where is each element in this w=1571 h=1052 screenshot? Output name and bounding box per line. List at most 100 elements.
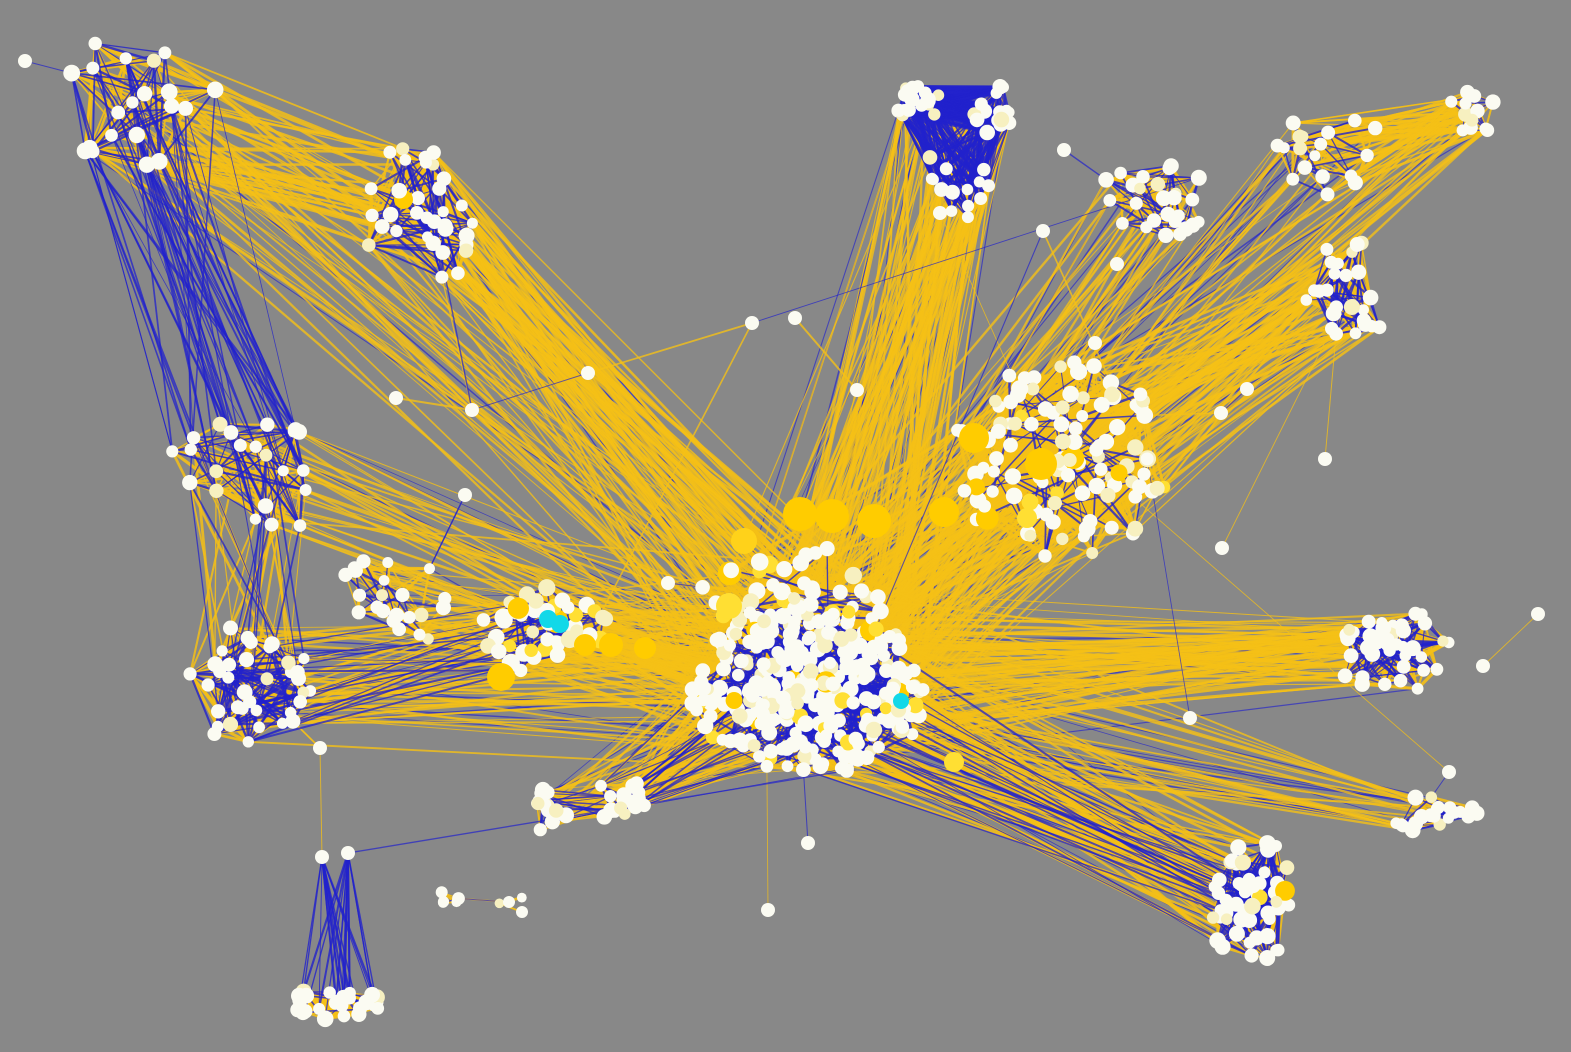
graph-node[interactable] — [1116, 217, 1129, 230]
graph-node[interactable] — [1309, 150, 1321, 162]
graph-node[interactable] — [993, 111, 1010, 128]
graph-node[interactable] — [757, 614, 771, 629]
gold-hub-2[interactable] — [815, 499, 849, 533]
graph-node[interactable] — [842, 605, 856, 619]
graph-node[interactable] — [1383, 644, 1396, 657]
gold-hub-14[interactable] — [574, 634, 596, 656]
graph-node[interactable] — [560, 630, 579, 649]
graph-node[interactable] — [1192, 215, 1205, 228]
graph-node[interactable] — [1011, 380, 1029, 398]
graph-node[interactable] — [791, 697, 804, 710]
graph-node[interactable] — [1090, 441, 1104, 455]
graph-node[interactable] — [1004, 468, 1021, 485]
graph-node[interactable] — [802, 663, 819, 680]
graph-node[interactable] — [242, 736, 254, 748]
graph-node[interactable] — [1215, 541, 1229, 555]
graph-node[interactable] — [885, 681, 901, 696]
graph-node[interactable] — [915, 99, 928, 112]
graph-node[interactable] — [1086, 547, 1099, 559]
graph-node[interactable] — [425, 235, 441, 251]
graph-node[interactable] — [986, 485, 999, 498]
graph-node[interactable] — [1094, 462, 1108, 476]
graph-node[interactable] — [1160, 206, 1176, 222]
graph-node[interactable] — [383, 145, 397, 159]
graph-node[interactable] — [823, 718, 839, 734]
graph-node[interactable] — [1024, 416, 1039, 432]
graph-node[interactable] — [244, 635, 258, 649]
graph-node[interactable] — [178, 100, 193, 116]
graph-node[interactable] — [1021, 493, 1039, 511]
graph-node[interactable] — [63, 64, 81, 82]
graph-node[interactable] — [1206, 911, 1220, 924]
graph-node[interactable] — [916, 683, 930, 697]
graph-node[interactable] — [747, 739, 761, 752]
graph-node[interactable] — [410, 206, 424, 220]
graph-node[interactable] — [1110, 464, 1128, 482]
graph-node[interactable] — [538, 579, 556, 597]
graph-node[interactable] — [374, 219, 390, 234]
graph-node[interactable] — [979, 124, 995, 141]
graph-node[interactable] — [259, 448, 273, 462]
graph-node[interactable] — [1078, 520, 1096, 538]
graph-node[interactable] — [907, 697, 924, 714]
graph-node[interactable] — [697, 717, 714, 735]
graph-node[interactable] — [291, 424, 307, 440]
graph-node[interactable] — [399, 154, 412, 166]
graph-node[interactable] — [1244, 897, 1261, 915]
graph-node[interactable] — [1104, 386, 1120, 403]
graph-node[interactable] — [1245, 878, 1261, 894]
graph-node[interactable] — [362, 238, 376, 252]
graph-node[interactable] — [281, 655, 296, 670]
graph-node[interactable] — [293, 519, 307, 532]
graph-node[interactable] — [859, 750, 875, 766]
graph-node[interactable] — [1244, 948, 1259, 963]
graph-node[interactable] — [1259, 835, 1276, 852]
graph-node[interactable] — [1098, 172, 1114, 188]
graph-node[interactable] — [1308, 284, 1321, 297]
gold-hub-11[interactable] — [634, 637, 656, 659]
graph-node[interactable] — [987, 465, 1001, 478]
graph-node[interactable] — [695, 580, 710, 595]
graph-node[interactable] — [426, 145, 441, 160]
graph-node[interactable] — [548, 803, 564, 818]
graph-node[interactable] — [230, 700, 245, 715]
graph-node[interactable] — [876, 712, 890, 725]
graph-node[interactable] — [661, 576, 675, 590]
graph-node[interactable] — [684, 681, 701, 698]
graph-node[interactable] — [784, 641, 800, 657]
gold-hub-5[interactable] — [1025, 448, 1057, 480]
graph-node[interactable] — [1232, 877, 1246, 890]
graph-node[interactable] — [490, 643, 507, 660]
graph-node[interactable] — [166, 445, 179, 458]
graph-node[interactable] — [628, 781, 641, 794]
graph-node[interactable] — [516, 906, 528, 918]
graph-node[interactable] — [458, 243, 474, 258]
graph-node[interactable] — [1047, 496, 1062, 511]
graph-node[interactable] — [604, 803, 618, 816]
graph-node[interactable] — [759, 633, 775, 650]
graph-node[interactable] — [164, 98, 180, 114]
graph-node[interactable] — [260, 672, 274, 686]
graph-node[interactable] — [395, 587, 410, 603]
graph-node[interactable] — [978, 499, 991, 513]
graph-node[interactable] — [1368, 120, 1383, 136]
graph-node[interactable] — [549, 647, 566, 663]
graph-node[interactable] — [402, 610, 416, 624]
graph-node[interactable] — [378, 575, 390, 586]
gold-hub-9[interactable] — [487, 663, 515, 691]
graph-node[interactable] — [1258, 866, 1271, 879]
graph-node[interactable] — [1062, 385, 1079, 403]
graph-node[interactable] — [260, 417, 275, 432]
graph-node[interactable] — [293, 695, 308, 709]
graph-node[interactable] — [808, 698, 823, 713]
graph-node[interactable] — [476, 613, 491, 627]
graph-node[interactable] — [1362, 289, 1379, 306]
graph-node[interactable] — [618, 808, 631, 820]
graph-node[interactable] — [900, 84, 915, 98]
graph-node[interactable] — [733, 653, 749, 669]
graph-node[interactable] — [150, 153, 168, 170]
graph-node[interactable] — [933, 206, 947, 220]
graph-node[interactable] — [466, 217, 478, 229]
graph-node[interactable] — [1008, 416, 1022, 431]
graph-node[interactable] — [1343, 299, 1360, 315]
